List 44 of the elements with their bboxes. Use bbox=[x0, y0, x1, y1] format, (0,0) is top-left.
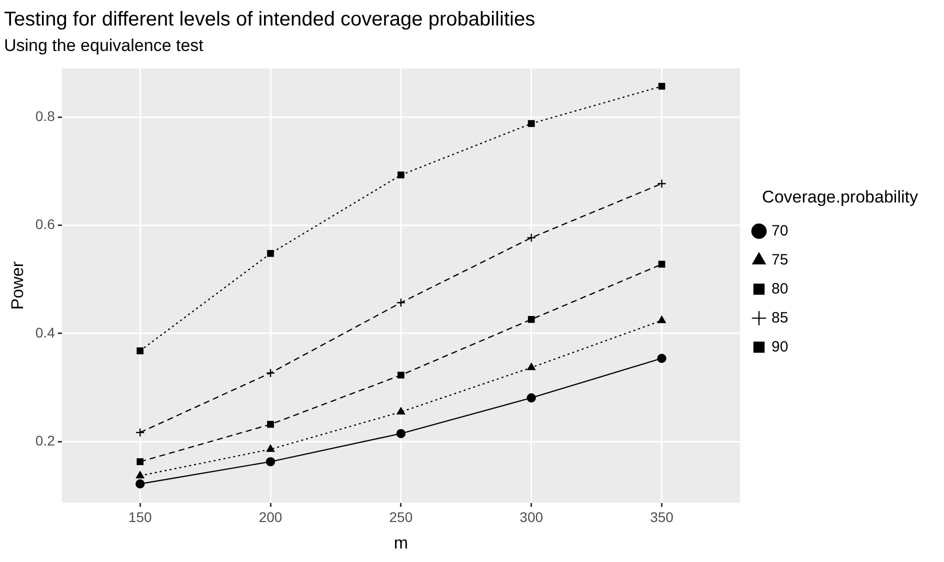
y-axis-title: Power bbox=[8, 261, 27, 310]
chart-title: Testing for different levels of intended coverage probabilities bbox=[4, 8, 536, 31]
x-tick-label: 250 bbox=[389, 509, 413, 526]
legend-label: 80 bbox=[772, 280, 788, 298]
point bbox=[657, 354, 666, 363]
y-tick-label: 0.4 bbox=[35, 324, 56, 340]
point bbox=[266, 368, 276, 378]
point bbox=[136, 347, 144, 354]
point bbox=[396, 428, 406, 438]
x-tick-label: 200 bbox=[258, 509, 282, 526]
point bbox=[657, 179, 666, 188]
point bbox=[266, 457, 276, 466]
legend-label: 75 bbox=[772, 251, 788, 268]
point bbox=[396, 407, 405, 415]
point bbox=[526, 393, 536, 402]
point bbox=[526, 233, 536, 242]
point bbox=[136, 428, 145, 438]
point bbox=[398, 172, 404, 178]
point bbox=[658, 260, 666, 268]
point bbox=[396, 298, 406, 308]
point bbox=[136, 471, 144, 478]
chart-subtitle: Using the equivalence test bbox=[4, 36, 204, 55]
y-tick-label: 0.2 bbox=[35, 432, 56, 449]
x-tick-label: 150 bbox=[128, 509, 152, 526]
point bbox=[658, 82, 666, 90]
y-tick-label: 0.8 bbox=[35, 108, 56, 124]
point bbox=[527, 362, 536, 370]
legend-title: Coverage.probability bbox=[762, 187, 918, 206]
x-tick-label: 300 bbox=[520, 509, 544, 526]
x-tick-label: 350 bbox=[650, 509, 674, 526]
y-tick-label: 0.6 bbox=[35, 216, 56, 232]
x-axis-title: m bbox=[394, 533, 408, 552]
point bbox=[266, 444, 275, 452]
legend-label: 85 bbox=[772, 309, 788, 326]
legend-label: 70 bbox=[772, 222, 788, 240]
point bbox=[528, 316, 535, 323]
point bbox=[267, 250, 274, 257]
point bbox=[658, 316, 666, 324]
point bbox=[136, 479, 145, 488]
legend-label: 90 bbox=[772, 338, 788, 356]
point bbox=[267, 420, 274, 428]
point bbox=[398, 372, 404, 379]
point bbox=[136, 458, 144, 466]
point bbox=[528, 120, 535, 128]
